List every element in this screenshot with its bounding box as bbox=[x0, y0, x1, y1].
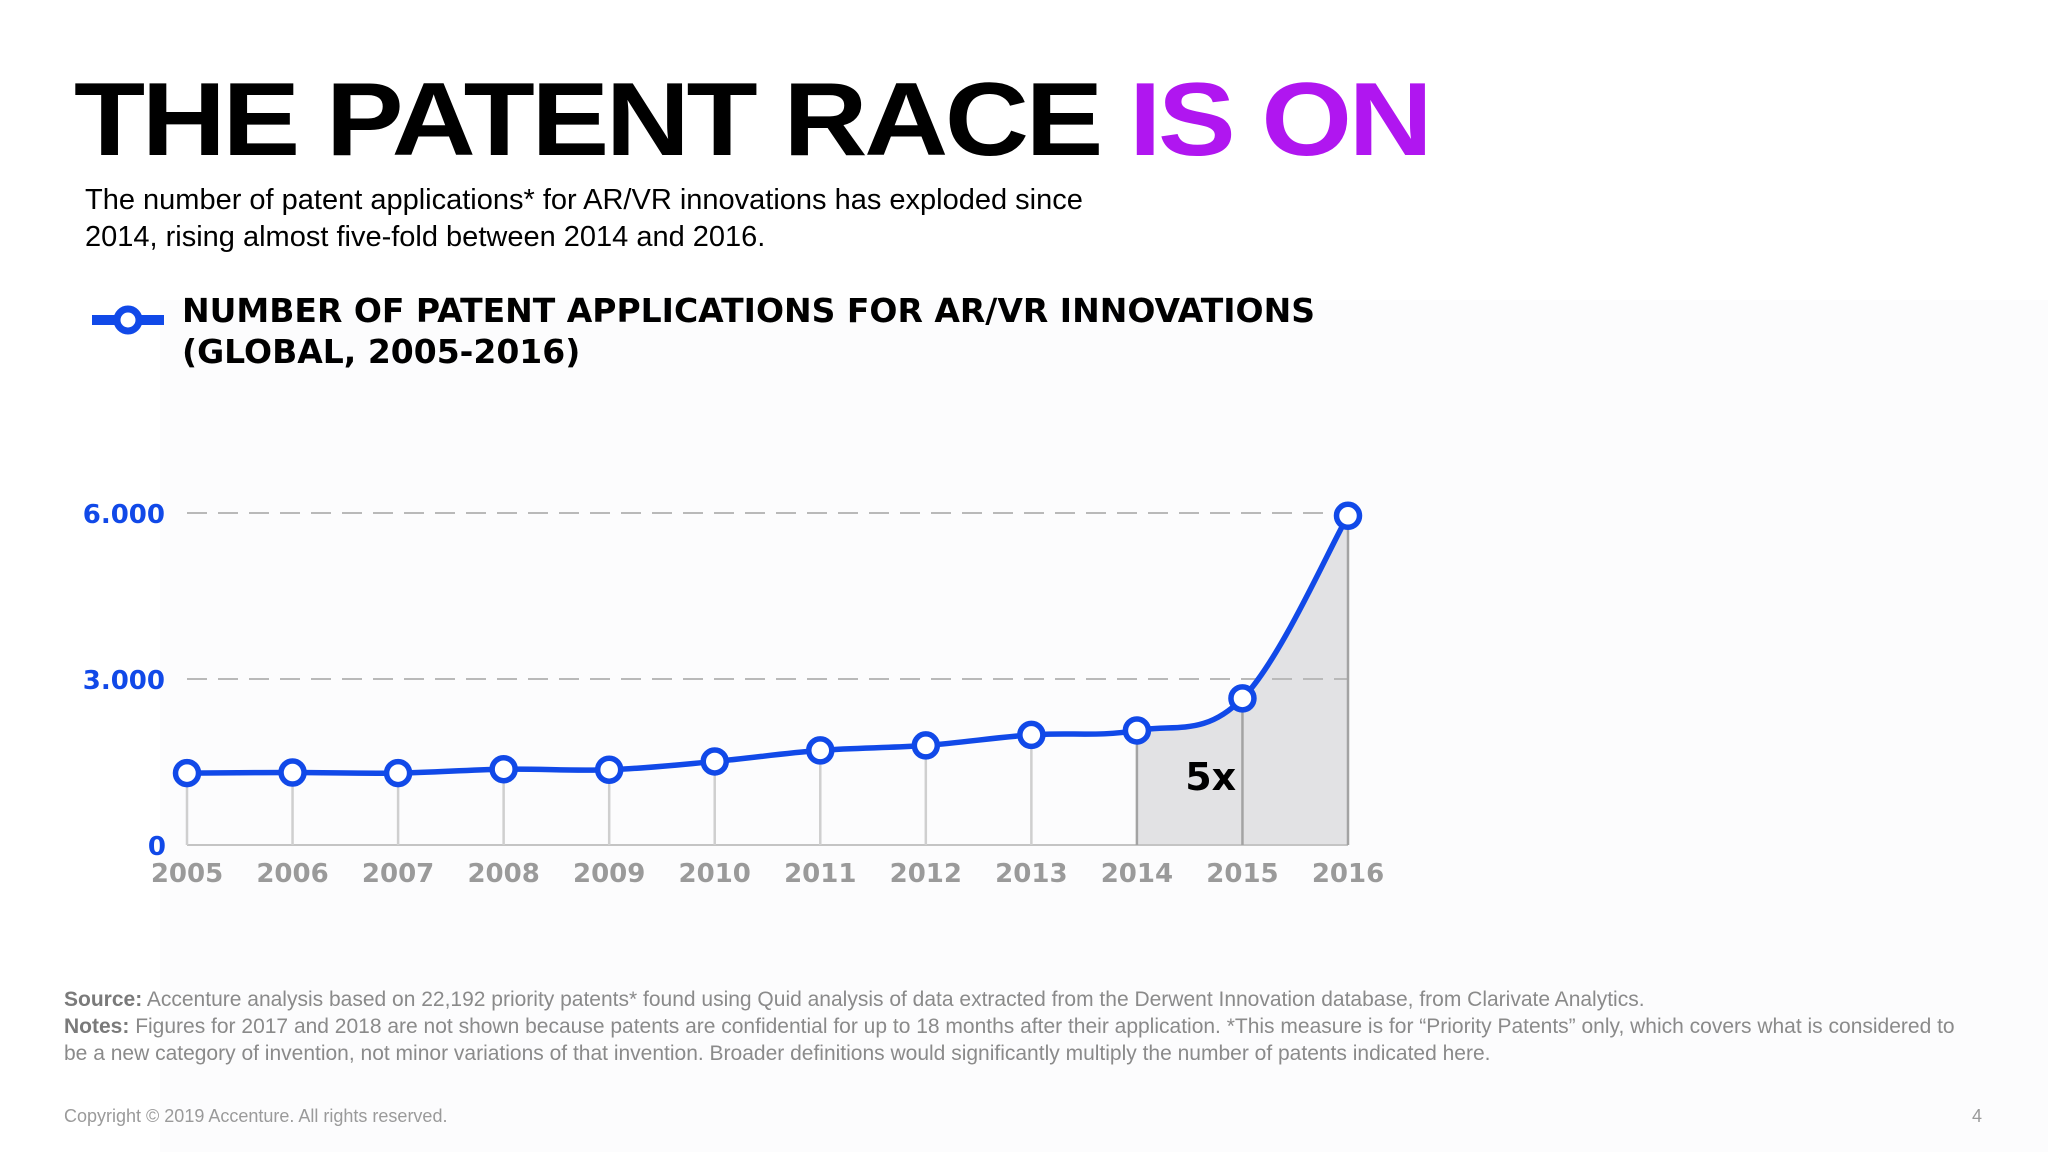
data-point bbox=[1017, 720, 1046, 750]
page-number: 4 bbox=[1972, 1106, 1983, 1126]
slide-title: THE PATENT RACE IS ON bbox=[74, 68, 1433, 172]
x-tick-label: 2010 bbox=[679, 859, 751, 889]
data-point bbox=[172, 758, 202, 788]
data-point bbox=[1122, 716, 1152, 745]
highlight-area bbox=[1136, 515, 1348, 845]
notes-label: Notes: bbox=[64, 1015, 130, 1038]
data-point bbox=[489, 754, 518, 784]
x-tick-label: 2014 bbox=[1101, 859, 1173, 889]
growth-annotation: 5x bbox=[1185, 755, 1236, 799]
footnotes: Source: Accenture analysis based on 22,1… bbox=[64, 986, 1964, 1067]
x-tick-label: 2007 bbox=[362, 859, 434, 889]
legend-line-marker bbox=[92, 305, 164, 335]
title-main: THE PATENT RACE bbox=[74, 62, 1103, 178]
x-tick-label: 2016 bbox=[1312, 859, 1384, 889]
y-tick-label: 0 bbox=[148, 832, 166, 862]
chart-title: NUMBER OF PATENT APPLICATIONS FOR AR/VR … bbox=[182, 291, 1315, 371]
x-tick-label: 2013 bbox=[995, 859, 1067, 889]
x-tick-label: 2006 bbox=[256, 859, 328, 889]
source-note: Source: Accenture analysis based on 22,1… bbox=[64, 986, 1964, 1013]
y-tick-label: 6.000 bbox=[83, 500, 165, 530]
data-point bbox=[806, 736, 835, 765]
data-point bbox=[594, 755, 624, 784]
data-point bbox=[1228, 684, 1257, 713]
x-tick-label: 2015 bbox=[1206, 859, 1278, 889]
x-tick-label: 2009 bbox=[573, 859, 645, 889]
data-point bbox=[700, 747, 729, 776]
copyright: Copyright © 2019 Accenture. All rights r… bbox=[64, 1106, 448, 1126]
x-tick-label: 2005 bbox=[151, 859, 223, 889]
data-point bbox=[911, 731, 941, 760]
source-text: Accenture analysis based on 22,192 prior… bbox=[146, 988, 1645, 1011]
x-tick-label: 2011 bbox=[784, 859, 856, 889]
data-point bbox=[383, 758, 413, 788]
notes-text: Figures for 2017 and 2018 are not shown … bbox=[64, 1015, 1955, 1065]
notes: Notes: Figures for 2017 and 2018 are not… bbox=[64, 1013, 1964, 1067]
x-tick-label: 2012 bbox=[890, 859, 962, 889]
data-point bbox=[278, 758, 307, 787]
source-label: Source: bbox=[64, 988, 143, 1011]
title-accent: IS ON bbox=[1128, 62, 1433, 178]
chart-background bbox=[160, 300, 2048, 1152]
data-point bbox=[1333, 501, 1363, 531]
x-tick-label: 2008 bbox=[467, 859, 539, 889]
y-tick-label: 3.000 bbox=[83, 666, 165, 696]
slide-subtitle: The number of patent applications* for A… bbox=[85, 184, 1083, 253]
